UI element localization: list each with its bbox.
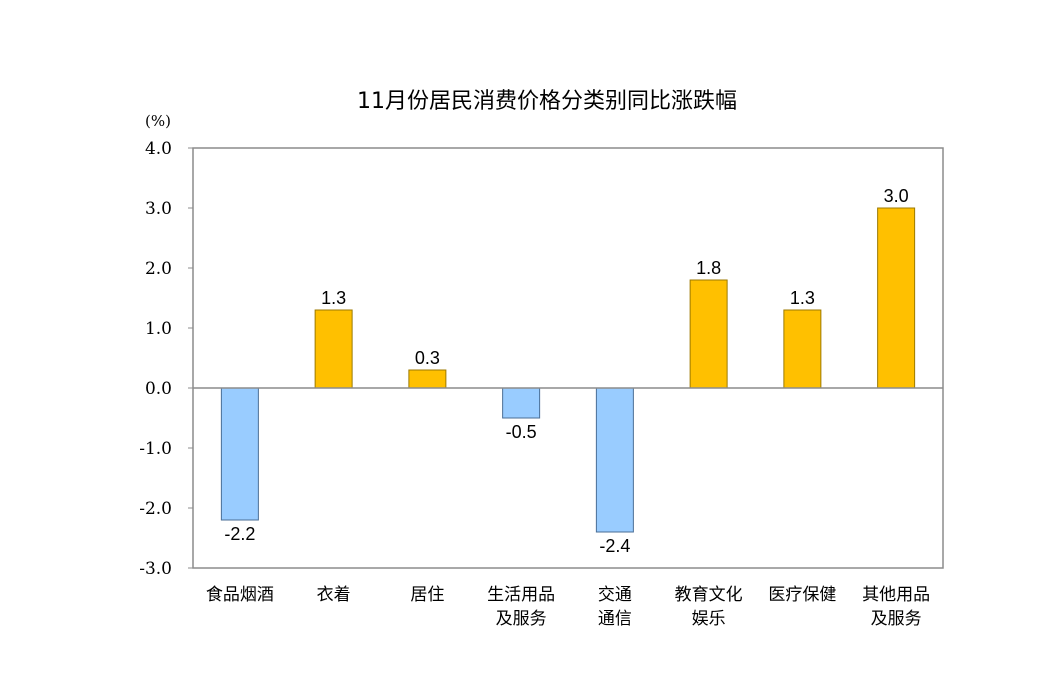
category-label: 其他用品 [862,585,930,605]
data-label: 1.3 [790,288,815,308]
data-label: -0.5 [506,422,537,442]
category-label: 医疗保健 [768,585,836,605]
data-labels-group: -2.2 1.3 0.3 -0.5 -2.4 1.8 1.3 3.0 [224,186,908,556]
category-label: 衣着 [317,585,351,605]
y-unit-label: (%) [145,112,171,130]
data-label: -2.2 [224,524,255,544]
category-label: 居住 [410,585,444,605]
data-label: 1.3 [321,288,346,308]
plot-area-frame [192,147,944,569]
category-label: 及服务 [871,609,922,629]
category-label: 及服务 [496,609,547,629]
category-label: 通信 [598,609,632,629]
bar [408,369,447,389]
bars-group [220,207,916,533]
bar [689,279,728,389]
y-tick-label: -1.0 [139,439,172,459]
category-label: 生活用品 [487,585,555,605]
category-label: 交通 [598,585,632,605]
bar [877,207,916,389]
chart-title: 11月份居民消费价格分类别同比涨跌幅 [357,89,737,114]
bar [783,309,822,389]
data-label: 3.0 [884,186,909,206]
data-label: -2.4 [599,536,630,556]
bar [502,387,541,419]
data-label: 1.8 [696,258,721,278]
bar [595,387,634,533]
y-tick-label: 4.0 [145,139,172,159]
category-label: 食品烟酒 [206,585,274,605]
category-label: 娱乐 [692,609,726,629]
y-tick-label: -3.0 [139,559,172,579]
bar [314,309,353,389]
y-tick-label: 1.0 [145,319,172,339]
y-tick-label: 3.0 [145,199,172,219]
data-label: 0.3 [415,348,440,368]
y-axis-ticks: 4.0 3.0 2.0 1.0 0.0 -1.0 -2.0 -3.0 [139,139,193,579]
y-tick-label: 2.0 [145,259,172,279]
category-label: 教育文化 [675,585,743,605]
bar [220,387,259,521]
y-tick-label: -2.0 [139,499,172,519]
y-tick-label: 0.0 [145,379,172,399]
